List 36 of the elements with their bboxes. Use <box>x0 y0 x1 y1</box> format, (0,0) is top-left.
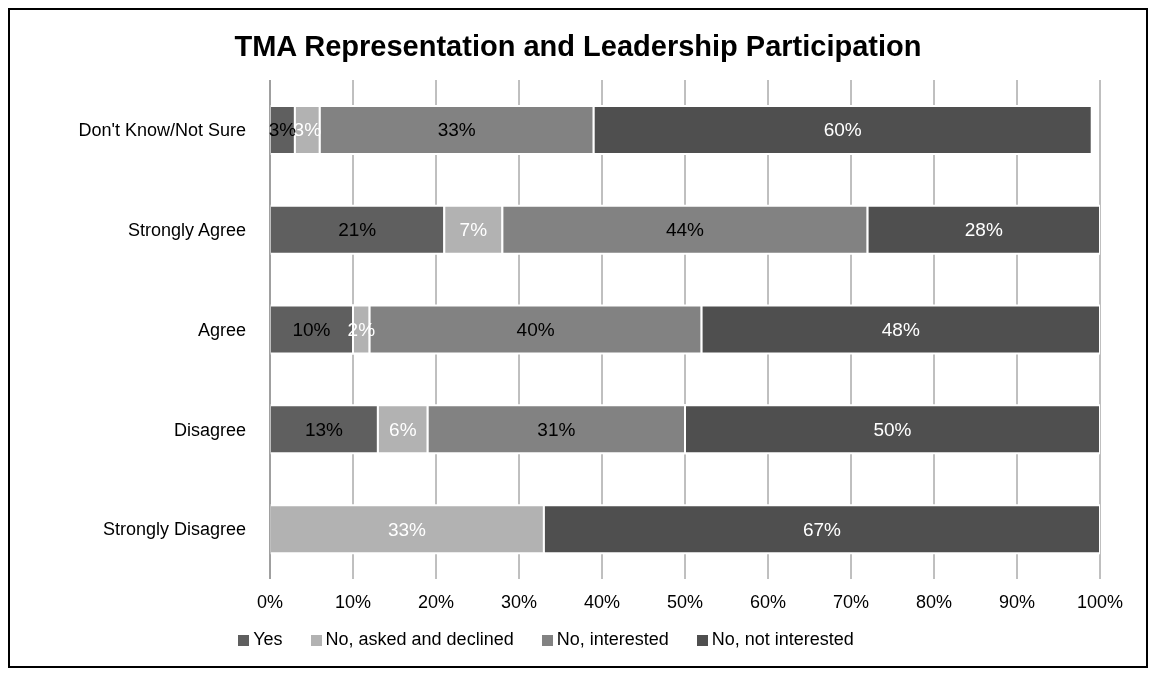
data-label: 44% <box>665 219 705 241</box>
legend-label: No, interested <box>556 629 669 649</box>
data-label: 10% <box>292 319 331 341</box>
data-label: 21% <box>338 219 377 241</box>
x-tick-label: 10% <box>334 591 372 612</box>
x-tick-label: 20% <box>417 591 455 612</box>
data-label: 31% <box>537 418 576 440</box>
y-tick-label: Don't Know/Not Sure <box>78 120 246 141</box>
legend-label: No, not interested <box>711 629 854 649</box>
x-tick-label: 0% <box>256 591 284 612</box>
x-tick-label: 90% <box>998 591 1036 612</box>
data-label: 60% <box>823 119 862 141</box>
legend-label: No, asked and declined <box>325 629 514 649</box>
data-label: 48% <box>881 319 920 341</box>
data-label: 6% <box>389 418 417 440</box>
x-tick-label: 70% <box>832 591 870 612</box>
data-label: 67% <box>802 518 842 540</box>
data-label: 13% <box>304 418 344 440</box>
data-label: 50% <box>873 418 912 440</box>
x-tick-label: 40% <box>583 591 621 612</box>
y-tick-label: Agree <box>197 319 246 340</box>
data-label: 7% <box>459 219 488 241</box>
data-label: 28% <box>964 219 1003 241</box>
data-label: 33% <box>387 518 427 540</box>
y-tick-label: Strongly Disagree <box>102 519 246 540</box>
data-label: 33% <box>437 119 476 141</box>
x-tick-label: 100% <box>1076 591 1124 612</box>
x-tick-label: 60% <box>749 591 787 612</box>
legend-label: Yes <box>253 629 283 649</box>
x-tick-label: 30% <box>500 591 538 612</box>
y-tick-label: Disagree <box>173 419 246 440</box>
chart-title: TMA Representation and Leadership Participation <box>233 30 923 64</box>
x-tick-label: 50% <box>666 591 704 612</box>
x-tick-label: 80% <box>915 591 953 612</box>
y-tick-label: Strongly Agree <box>127 220 246 241</box>
data-label: 40% <box>516 319 555 341</box>
